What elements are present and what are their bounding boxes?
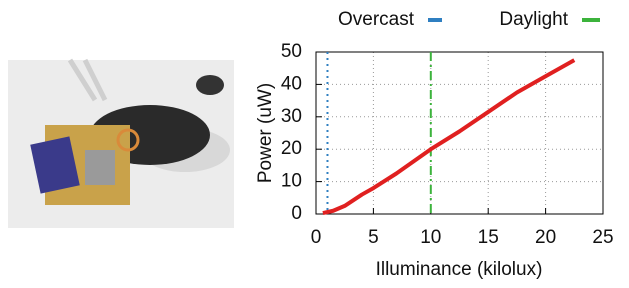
y-tick-label: 10 bbox=[281, 171, 302, 192]
photo-chip bbox=[85, 150, 115, 185]
y-tick-label: 30 bbox=[281, 106, 302, 127]
x-tick-label: 0 bbox=[311, 227, 322, 248]
y-tick-label: 40 bbox=[281, 73, 302, 94]
x-tick-label: 25 bbox=[592, 227, 613, 248]
legend-label: Overcast bbox=[338, 9, 415, 30]
photo-bee-head bbox=[196, 75, 224, 95]
y-axis-label: Power (uW) bbox=[255, 83, 276, 183]
y-tick-label: 50 bbox=[281, 41, 302, 62]
data-line bbox=[323, 60, 574, 213]
x-tick-label: 20 bbox=[535, 227, 556, 248]
x-tick-label: 15 bbox=[478, 227, 499, 248]
legend-label: Daylight bbox=[499, 9, 568, 30]
figure: Illuminance (kilolux) Power (uW) 0 10 20 30… bbox=[0, 0, 629, 283]
y-tick-label: 0 bbox=[291, 203, 302, 224]
chart: Illuminance (kilolux) Power (uW) 0 10 20 30… bbox=[255, 9, 614, 280]
x-axis-label: Illuminance (kilolux) bbox=[376, 259, 543, 280]
x-tick-label: 10 bbox=[420, 227, 441, 248]
x-tick-label: 5 bbox=[368, 227, 379, 248]
y-tick-label: 20 bbox=[281, 138, 302, 159]
photo bbox=[8, 60, 234, 228]
page: Illuminance (kilolux) Power (uW) 0 10 20 30… bbox=[0, 0, 629, 288]
